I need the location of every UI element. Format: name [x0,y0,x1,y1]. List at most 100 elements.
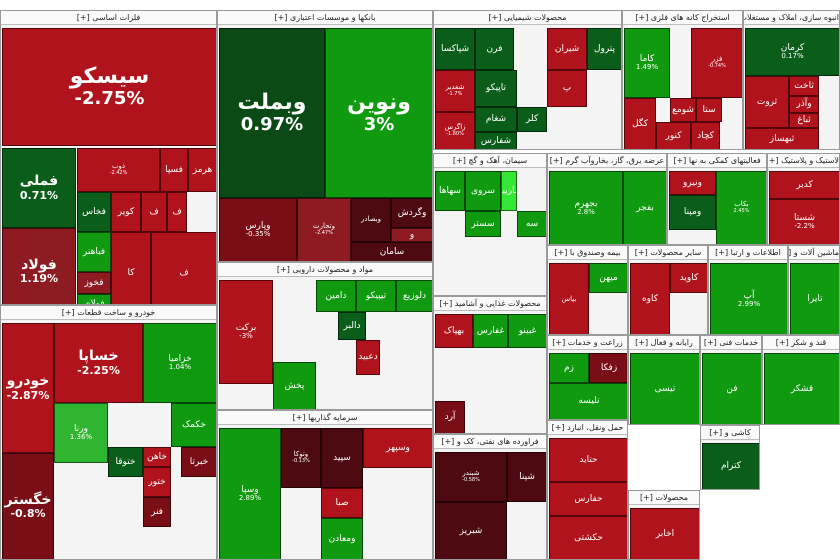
stock-tile[interactable]: حتاید [549,438,627,482]
stock-tile[interactable]: کویر [111,192,141,232]
stock-tile[interactable]: تلیسه [549,383,627,419]
sector-header[interactable]: ماشین آلات و [+] [789,246,839,260]
stock-tile[interactable]: ستا [696,98,722,122]
stock-tile[interactable]: و [391,228,432,242]
stock-tile[interactable]: فرن [475,28,514,70]
stock-tile[interactable]: کاوید [670,263,707,293]
stock-tile[interactable]: بپاس [549,263,589,334]
stock-tile[interactable]: شبریز [435,502,507,559]
stock-tile[interactable]: سهاها [435,171,465,211]
stock-tile[interactable]: زم [549,353,589,383]
stock-tile[interactable]: شغام [475,107,517,132]
stock-tile[interactable]: فخاس [77,192,111,232]
sector-header[interactable]: فراورده های نفتی، کک و [+] [434,435,546,449]
stock-tile[interactable]: فخوز [77,272,111,294]
sector-header[interactable]: رایانه و فعال [+] [629,336,699,350]
stock-tile[interactable]: غفارس [473,314,508,348]
stock-tile[interactable]: سه [517,211,546,237]
stock-tile[interactable]: خگستر -0.8% [2,453,54,559]
stock-tile[interactable]: ختوقا [108,447,143,477]
stock-tile[interactable]: سستر [465,211,501,237]
stock-tile[interactable]: ثباغ [789,113,819,128]
stock-tile[interactable]: کاوه [630,263,670,334]
sector-header[interactable]: خدمات فنی [+] [701,336,761,350]
stock-tile[interactable]: شغدیر -1.7% [435,70,475,112]
stock-tile[interactable]: شپنا [507,452,546,502]
stock-tile[interactable]: خاهن [143,447,171,467]
sector-header[interactable]: مواد و محصولات دارویی [+] [218,263,432,277]
stock-tile[interactable]: وبملت 0.97% [219,28,325,198]
stock-tile[interactable]: پخش [273,362,316,409]
stock-tile[interactable]: وسپهر [363,428,432,468]
sector-header[interactable]: فلزات اساسی [+] [1,11,216,25]
stock-tile[interactable]: شومع [670,98,696,122]
sector-header[interactable]: استخراج کانه های فلزی [+] [623,11,742,25]
stock-tile[interactable]: وسپا 2.89% [219,428,281,559]
stock-tile[interactable]: ذوب -2.42% [77,148,160,192]
stock-tile[interactable]: ف [167,192,187,232]
stock-tile[interactable]: شپاکسا [435,28,475,70]
stock-tile[interactable]: شستا -2.2% [769,199,839,244]
stock-tile[interactable]: دلوزیع [396,280,432,312]
stock-tile[interactable]: خبرتا [181,447,216,477]
stock-tile[interactable]: پترول [587,28,621,70]
stock-tile[interactable]: فولاد 1.19% [2,228,76,304]
stock-tile[interactable]: فن [702,353,761,424]
stock-tile[interactable]: برکت -3% [219,280,273,384]
stock-tile[interactable]: خساپا -2.25% [54,323,143,403]
stock-tile[interactable]: خزامیا 1.04% [143,323,216,403]
stock-tile[interactable]: قشکر [764,353,839,424]
stock-tile[interactable]: شبندر -0.58% [435,452,507,502]
sector-header[interactable]: لاستیک و پلاستیک [+] [768,154,839,168]
stock-tile[interactable]: حکشتی [549,516,627,559]
stock-tile[interactable]: کترام [702,443,759,489]
sector-header[interactable]: قند و شکر [+] [763,336,839,350]
stock-tile[interactable]: تیسی [630,353,699,424]
stock-tile[interactable]: کلر [517,107,547,132]
sector-header[interactable]: حمل ونقل، انبارد [+] [548,421,627,435]
sector-header[interactable]: عرضه برق، گاز، بخاروآب گرم [+] [548,154,666,168]
stock-tile[interactable]: ومپنا [669,195,716,230]
stock-tile[interactable]: اخابر [630,508,699,559]
stock-tile[interactable]: صبا [321,488,363,518]
stock-tile[interactable]: سیسکو -2.75% [2,28,216,146]
stock-tile[interactable]: ومعادن [321,518,363,559]
stock-tile[interactable]: تاپیکو [475,70,517,107]
sector-header[interactable]: اطلاعات و ارتبا [+] [709,246,787,260]
stock-tile[interactable]: سپید [321,428,363,488]
stock-tile[interactable]: دامین [316,280,356,312]
stock-tile[interactable]: فملی 0.71% [2,148,76,228]
sector-header[interactable]: بانکها و موسسات اعتباری [+] [218,11,432,25]
stock-tile[interactable]: سامان [351,242,432,261]
stock-tile[interactable]: غبینو [508,314,546,348]
stock-tile[interactable]: کگل [624,98,656,149]
sector-header[interactable]: خودرو و ساخت قطعات [+] [1,306,216,320]
stock-tile[interactable]: خودرو -2.87% [2,323,54,453]
stock-tile[interactable]: سروی [465,171,501,211]
stock-tile[interactable]: کا [111,232,151,304]
stock-tile[interactable]: خکمک [171,403,216,447]
stock-tile[interactable]: فولای [77,294,111,304]
sector-header[interactable]: محصولات شیمیایی [+] [434,11,621,25]
stock-tile[interactable]: وتوکا -0.13% [281,428,321,488]
sector-header[interactable]: محصولات [+] [629,491,699,505]
stock-tile[interactable]: شیران [547,28,587,70]
sector-header[interactable]: فعالیتهای کمکی به نها [+] [668,154,766,168]
stock-tile[interactable]: فسپا [160,148,188,192]
stock-tile[interactable]: ثبهساز [745,128,819,149]
stock-tile[interactable]: زفکا [589,353,627,383]
stock-tile[interactable]: ونوین 3% [325,28,432,198]
stock-tile[interactable]: فنر [143,497,171,527]
stock-tile[interactable]: بجهرم 2.8% [549,171,623,244]
stock-tile[interactable]: وپارس -0.35% [219,198,297,261]
sector-header[interactable]: کاشی و [+] [701,426,759,440]
sector-header[interactable]: بیمه وصندوق با [+] [548,246,627,260]
stock-tile[interactable]: ف [151,232,216,304]
stock-tile[interactable]: ورنا 1.36% [54,403,108,463]
stock-tile[interactable]: وبصادر [351,198,391,242]
stock-tile[interactable]: حفارس [549,482,627,516]
sector-header[interactable]: سیمان، آهک و گچ [+] [434,154,546,168]
stock-tile[interactable]: بکاب 2.45% [716,171,766,244]
sector-header[interactable]: سایر محصولات [+] [629,246,707,260]
stock-tile[interactable]: کنور [656,122,691,149]
